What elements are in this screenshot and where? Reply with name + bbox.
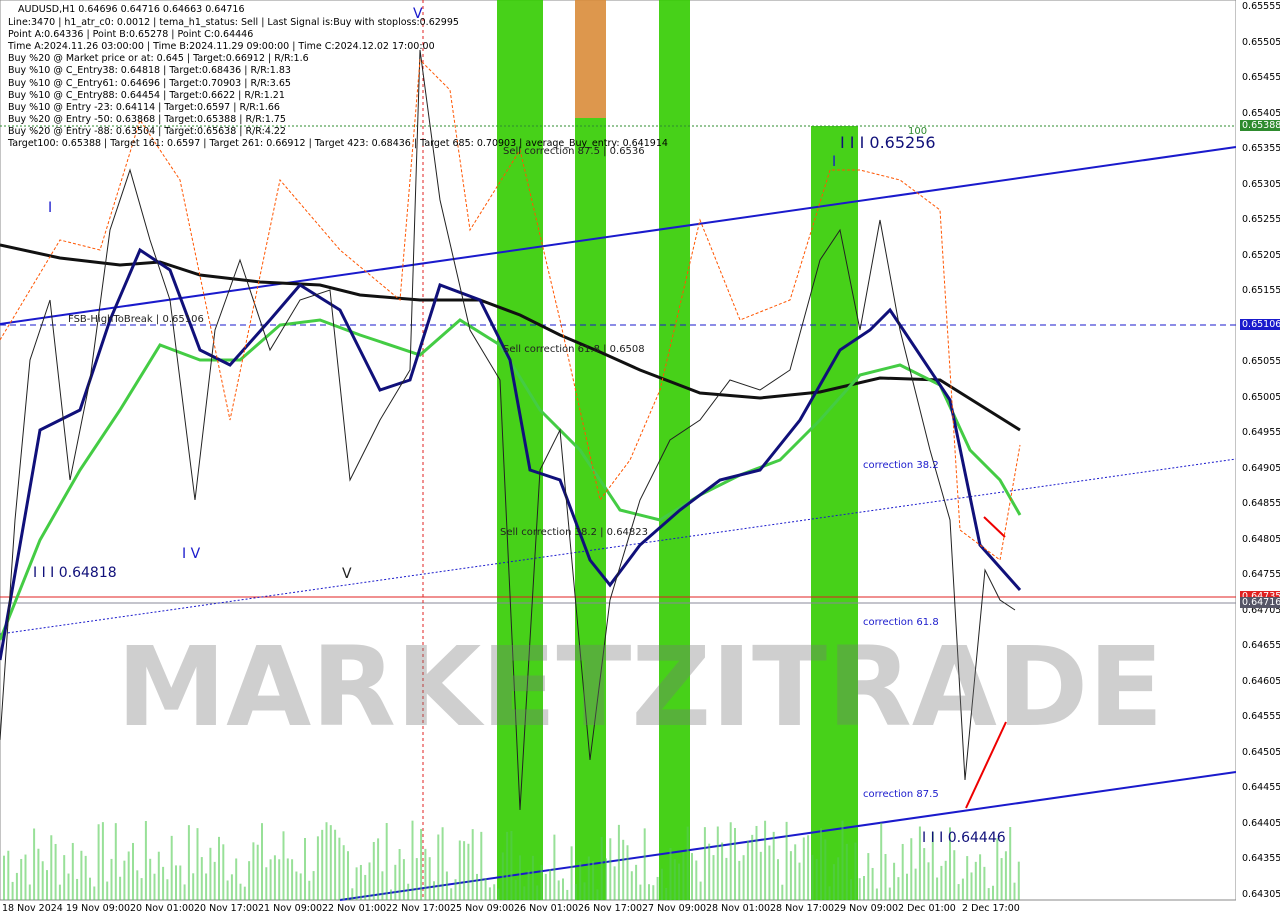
info-line: Buy %10 @ C_Entry88: 0.64454 | Target:0.…	[8, 89, 285, 101]
price-label: 0.65505	[1242, 36, 1280, 48]
zone-bar	[575, 118, 606, 900]
moving-average	[0, 243, 1021, 432]
time-label: 21 Nov 09:00	[258, 903, 323, 914]
volume	[3, 820, 1020, 900]
time-label: 2 Dec 17:00	[962, 903, 1020, 914]
price-label: 0.65455	[1242, 72, 1280, 83]
price-label: 0.64855	[1242, 498, 1280, 509]
time-label: 28 Nov 01:00	[706, 903, 771, 914]
price-label: 0.65155	[1242, 285, 1280, 296]
time-label: 27 Nov 09:00	[642, 903, 707, 914]
channel-bottom	[339, 771, 1237, 901]
info-line: Buy %20 @ Entry -88: 0.63504 | Target:0.…	[8, 125, 286, 137]
annotation: V	[413, 6, 423, 22]
price-label: 0.64705	[1242, 604, 1280, 616]
price-label: 0.65305	[1242, 178, 1280, 190]
abc-leg	[983, 516, 1006, 538]
price-label: 0.65055	[1242, 356, 1280, 367]
price-marker: 0.65388	[1240, 120, 1280, 131]
time-label: 19 Nov 09:00	[66, 903, 131, 914]
time-label: 18 Nov 2024	[2, 903, 63, 914]
ema-navy	[0, 247, 1022, 661]
price-label: 0.64955	[1242, 427, 1280, 438]
envelope	[0, 58, 1021, 561]
price-label: 0.65255	[1242, 214, 1280, 225]
annotation: Sell correction 87.5 | 0.6536	[503, 146, 645, 157]
info-line: Line:3470 | h1_atr_c0: 0.0012 | tema_h1_…	[8, 17, 459, 28]
price-label: 0.64755	[1242, 569, 1280, 580]
price-label: 0.64305	[1242, 888, 1280, 900]
ema-green	[0, 318, 1022, 641]
time-label: 26 Nov 17:00	[578, 903, 643, 914]
annotation: I I I 0.65256	[840, 133, 936, 152]
annotation: I	[48, 200, 53, 216]
zone-bar	[497, 0, 543, 900]
time-label: 25 Nov 09:00	[450, 903, 515, 914]
time-label: 20 Nov 17:00	[194, 903, 259, 914]
time-label: 28 Nov 17:00	[770, 903, 835, 914]
info-line: Point A:0.64336 | Point B:0.65278 | Poin…	[8, 29, 254, 41]
annotation: Sell correction 61.8 | 0.6508	[503, 344, 645, 355]
price-label: 0.65205	[1242, 249, 1280, 261]
abc-leg	[965, 721, 1007, 809]
annotation: 100	[908, 126, 928, 137]
zone-bar	[659, 0, 690, 900]
annotation: I	[832, 154, 837, 170]
info-line: Time A:2024.11.26 03:00:00 | Time B:2024…	[8, 41, 435, 53]
annotation: V	[342, 566, 352, 582]
annotation: FSB-HighToBreak | 0.65106	[68, 314, 204, 325]
annotation: correction 61.8	[863, 617, 939, 628]
time-label: 26 Nov 01:00	[514, 903, 579, 914]
info-line: Buy %10 @ Entry -23: 0.64114 | Target:0.…	[8, 101, 280, 113]
symbol-line: AUDUSD,H1 0.64696 0.64716 0.64663 0.6471…	[18, 4, 245, 15]
price-label: 0.64605	[1242, 675, 1280, 687]
info-line: Buy %10 @ C_Entry61: 0.64696 | Target:0.…	[8, 77, 291, 89]
price-marker: 0.65106	[1240, 319, 1280, 330]
price-axis	[1236, 0, 1280, 920]
plot-area	[0, 0, 1237, 901]
zone-bar	[575, 0, 606, 118]
time-label: 20 Nov 01:00	[130, 903, 195, 914]
info-line: Buy %20 @ Market price or at: 0.645 | Ta…	[8, 53, 309, 65]
info-line: Target100: 0.65388 | Target 161: 0.6597 …	[8, 138, 668, 149]
price-label: 0.65555	[1242, 1, 1280, 12]
channel-mid	[0, 458, 1237, 635]
price-label: 0.64455	[1242, 782, 1280, 793]
annotation: correction 87.5	[863, 789, 939, 800]
time-label: 29 Nov 09:00	[834, 903, 899, 914]
price-label: 0.65405	[1242, 107, 1280, 119]
price-marker: 0.64716	[1240, 597, 1280, 608]
info-line: Buy %10 @ C_Entry38: 0.64818 | Target:0.…	[8, 65, 291, 77]
annotation: I I I 0.64446	[922, 830, 1006, 846]
price-label: 0.64905	[1242, 462, 1280, 474]
annotation: I V	[182, 546, 201, 562]
channel-top	[0, 146, 1237, 325]
price-label: 0.64355	[1242, 853, 1280, 864]
price-label: 0.65005	[1242, 391, 1280, 403]
watermark: MARKETZITRADE	[117, 623, 1164, 751]
price-marker: 0.64735	[1240, 591, 1280, 602]
time-label: 2 Dec 01:00	[898, 903, 956, 914]
annotation: I I I 0.64818	[33, 565, 117, 581]
price-label: 0.64405	[1242, 817, 1280, 829]
zone-bar	[811, 126, 858, 900]
price-label: 0.64505	[1242, 746, 1280, 758]
price-path	[0, 49, 1016, 811]
time-label: 22 Nov 17:00	[386, 903, 451, 914]
price-label: 0.64655	[1242, 640, 1280, 651]
annotation: correction 38.2	[863, 460, 939, 471]
price-label: 0.64555	[1242, 711, 1280, 722]
time-label: 22 Nov 01:00	[322, 903, 387, 914]
annotation: Sell correction 38.2 | 0.64823	[500, 527, 649, 538]
price-label: 0.64805	[1242, 533, 1280, 545]
info-line: Buy %20 @ Entry -50: 0.63868 | Target:0.…	[8, 113, 286, 125]
price-label: 0.65355	[1242, 143, 1280, 154]
